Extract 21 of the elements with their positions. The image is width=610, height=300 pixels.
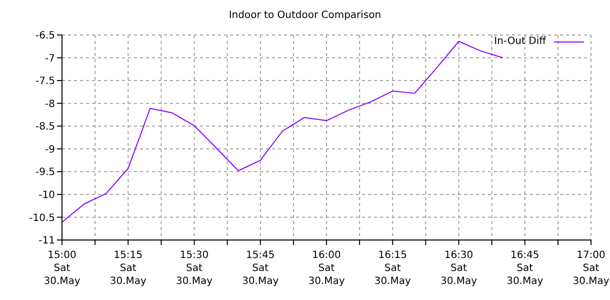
x-tick-label: 16:45 Sat 30.May [506,250,544,287]
x-tick-label: 15:45 Sat 30.May [242,250,279,287]
y-tick-label: -7.5 [35,76,55,88]
y-tick-label: -8.5 [35,122,55,133]
y-tick-label: -8 [45,98,55,110]
legend-label: In-Out Diff [494,36,546,47]
chart-title: Indoor to Outdoor Comparison [228,10,382,21]
y-tick-label: -6.5 [35,30,55,42]
y-tick-label: -10 [38,190,55,201]
y-tick-label: -9 [45,144,55,156]
x-tick-label: 17:00 Sat 30.May [572,250,610,287]
x-tick-label: 16:30 Sat 30.May [440,250,478,287]
x-tick-label: 16:00 Sat 30.May [308,250,345,287]
x-tick-label: 16:15 Sat 30.May [374,250,411,287]
x-tick-label: 15:00 Sat 30.May [44,250,80,287]
y-tick-label: -7 [45,53,55,64]
y-tick-label: -10.5 [29,212,55,224]
x-tick-label: 15:30 Sat 30.May [176,250,213,287]
y-tick-label: -9.5 [35,167,55,178]
y-tick-label: -11 [38,236,55,247]
x-tick-label: 15:15 Sat 30.May [110,250,146,287]
